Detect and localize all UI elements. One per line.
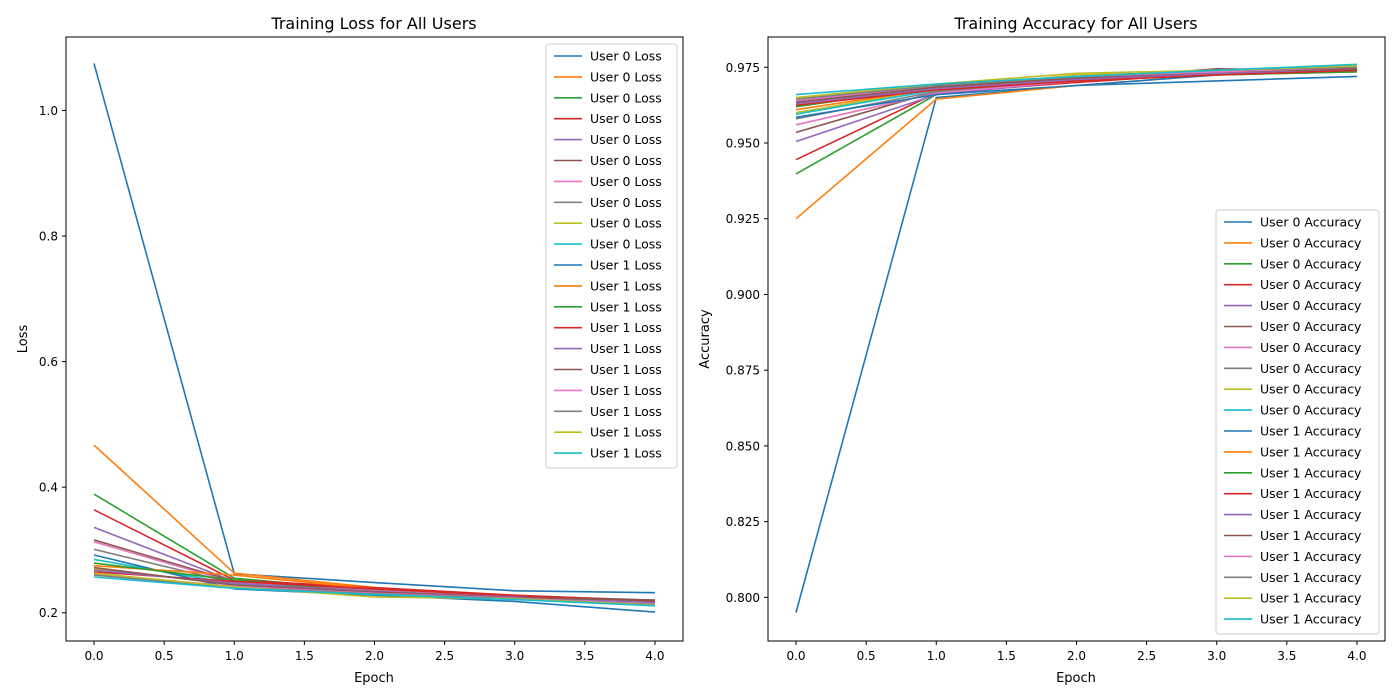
legend-label-13: User 1 Accuracy bbox=[1260, 486, 1362, 501]
x-tick-label: 0.0 bbox=[786, 649, 805, 663]
legend-label-14: User 1 Loss bbox=[590, 341, 662, 356]
chart-title: Training Loss for All Users bbox=[270, 14, 476, 33]
legend-label-16: User 1 Loss bbox=[590, 383, 662, 398]
legend-label-7: User 0 Accuracy bbox=[1260, 361, 1362, 376]
series-line-3 bbox=[93, 509, 656, 602]
y-tick-label: 0.6 bbox=[39, 355, 58, 369]
legend-label-11: User 1 Loss bbox=[590, 278, 662, 293]
series-line-19 bbox=[795, 63, 1358, 96]
y-tick-label: 1.0 bbox=[39, 104, 58, 118]
legend: User 0 Loss User 0 Loss User 0 Loss User 0 … bbox=[545, 43, 678, 469]
legend-label-18: User 1 Loss bbox=[590, 425, 662, 440]
series-line-15 bbox=[93, 566, 656, 601]
x-tick-label: 1.5 bbox=[997, 649, 1016, 663]
legend: User 0 Accuracy User 0 Accuracy User 0 Acc… bbox=[1215, 209, 1380, 635]
legend-label-11: User 1 Accuracy bbox=[1260, 444, 1362, 459]
x-axis-label: Epoch bbox=[1056, 671, 1096, 686]
x-tick-label: 0.5 bbox=[857, 649, 876, 663]
accuracy-plot-area bbox=[795, 63, 1358, 613]
legend-label-1: User 0 Loss bbox=[590, 69, 662, 84]
legend-box bbox=[545, 43, 678, 469]
x-tick-label: 2.0 bbox=[365, 649, 384, 663]
y-tick-label: 0.925 bbox=[726, 212, 760, 226]
legend-label-10: User 1 Loss bbox=[590, 258, 662, 273]
series-line-13 bbox=[795, 69, 1358, 106]
series-line-2 bbox=[795, 71, 1358, 175]
legend-label-0: User 0 Loss bbox=[590, 49, 662, 64]
legend-label-15: User 1 Loss bbox=[590, 362, 662, 377]
accuracy-chart: Training Accuracy for All Users 0.0 0.5 1.… bbox=[698, 14, 1386, 686]
legend-label-17: User 1 Accuracy bbox=[1260, 570, 1362, 585]
y-tick-label: 0.975 bbox=[726, 61, 760, 75]
legend-label-2: User 0 Accuracy bbox=[1260, 256, 1362, 271]
legend-label-18: User 1 Accuracy bbox=[1260, 591, 1362, 606]
y-tick-label: 0.850 bbox=[726, 439, 760, 453]
y-tick-label: 0.8 bbox=[39, 230, 58, 244]
x-tick-label: 3.5 bbox=[1277, 649, 1296, 663]
legend-label-19: User 1 Loss bbox=[590, 446, 662, 461]
loss-plot-area bbox=[93, 63, 656, 613]
legend-label-6: User 0 Loss bbox=[590, 174, 662, 189]
x-tick-label: 4.0 bbox=[645, 649, 664, 663]
x-tick-label: 1.0 bbox=[225, 649, 244, 663]
legend-label-9: User 0 Loss bbox=[590, 237, 662, 252]
legend-label-0: User 0 Accuracy bbox=[1260, 215, 1362, 230]
loss-chart: Training Loss for All Users 0.0 0.5 1.0 1.5… bbox=[16, 14, 684, 686]
x-tick-label: 2.0 bbox=[1067, 649, 1086, 663]
legend-box bbox=[1215, 209, 1380, 635]
legend-label-8: User 0 Loss bbox=[590, 216, 662, 231]
x-tick-label: 2.5 bbox=[1137, 649, 1156, 663]
y-tick-label: 0.800 bbox=[726, 591, 760, 605]
x-tick-label: 3.0 bbox=[1207, 649, 1226, 663]
legend-label-6: User 0 Accuracy bbox=[1260, 340, 1362, 355]
x-axis-label: Epoch bbox=[354, 671, 394, 686]
legend-label-9: User 0 Accuracy bbox=[1260, 403, 1362, 418]
series-line-14 bbox=[795, 68, 1358, 105]
legend-label-16: User 1 Accuracy bbox=[1260, 549, 1362, 564]
y-tick-label: 0.900 bbox=[726, 288, 760, 302]
legend-label-2: User 0 Loss bbox=[590, 90, 662, 105]
x-tick-label: 3.5 bbox=[575, 649, 594, 663]
axis-ticks: 0.0 0.5 1.0 1.5 2.0 2.5 3.0 3.5 4.0 0.2 0.4 0.6 0.8 1… bbox=[39, 104, 665, 663]
y-tick-label: 0.2 bbox=[39, 606, 58, 620]
x-tick-label: 1.0 bbox=[927, 649, 946, 663]
legend-label-5: User 0 Loss bbox=[590, 153, 662, 168]
legend-label-12: User 1 Loss bbox=[590, 299, 662, 314]
y-tick-label: 0.950 bbox=[726, 137, 760, 151]
legend-label-19: User 1 Accuracy bbox=[1260, 612, 1362, 627]
legend-label-12: User 1 Accuracy bbox=[1260, 465, 1362, 480]
x-tick-label: 0.5 bbox=[155, 649, 174, 663]
y-tick-label: 0.825 bbox=[726, 515, 760, 529]
y-tick-label: 0.4 bbox=[39, 481, 58, 495]
x-tick-label: 3.0 bbox=[505, 649, 524, 663]
legend-label-1: User 0 Accuracy bbox=[1260, 235, 1362, 250]
legend-label-8: User 0 Accuracy bbox=[1260, 382, 1362, 397]
legend-label-3: User 0 Accuracy bbox=[1260, 277, 1362, 292]
legend-label-15: User 1 Accuracy bbox=[1260, 528, 1362, 543]
legend-label-13: User 1 Loss bbox=[590, 320, 662, 335]
legend-label-4: User 0 Accuracy bbox=[1260, 298, 1362, 313]
chart-title: Training Accuracy for All Users bbox=[953, 14, 1197, 33]
x-tick-label: 4.0 bbox=[1347, 649, 1366, 663]
legend-label-14: User 1 Accuracy bbox=[1260, 507, 1362, 522]
legend-label-17: User 1 Loss bbox=[590, 404, 662, 419]
x-tick-label: 0.0 bbox=[84, 649, 103, 663]
y-axis-label: Loss bbox=[16, 325, 31, 354]
legend-label-7: User 0 Loss bbox=[590, 195, 662, 210]
series-line-0 bbox=[93, 63, 656, 594]
legend-label-3: User 0 Loss bbox=[590, 111, 662, 126]
y-tick-label: 0.875 bbox=[726, 364, 760, 378]
x-tick-label: 2.5 bbox=[435, 649, 454, 663]
legend-label-4: User 0 Loss bbox=[590, 132, 662, 147]
y-axis-label: Accuracy bbox=[698, 309, 713, 369]
series-line-19 bbox=[93, 576, 656, 607]
x-tick-label: 1.5 bbox=[295, 649, 314, 663]
axis-ticks: 0.0 0.5 1.0 1.5 2.0 2.5 3.0 3.5 4.0 0.800 0.825 0.8… bbox=[726, 61, 1367, 663]
legend-label-10: User 1 Accuracy bbox=[1260, 424, 1362, 439]
legend-label-5: User 0 Accuracy bbox=[1260, 319, 1362, 334]
